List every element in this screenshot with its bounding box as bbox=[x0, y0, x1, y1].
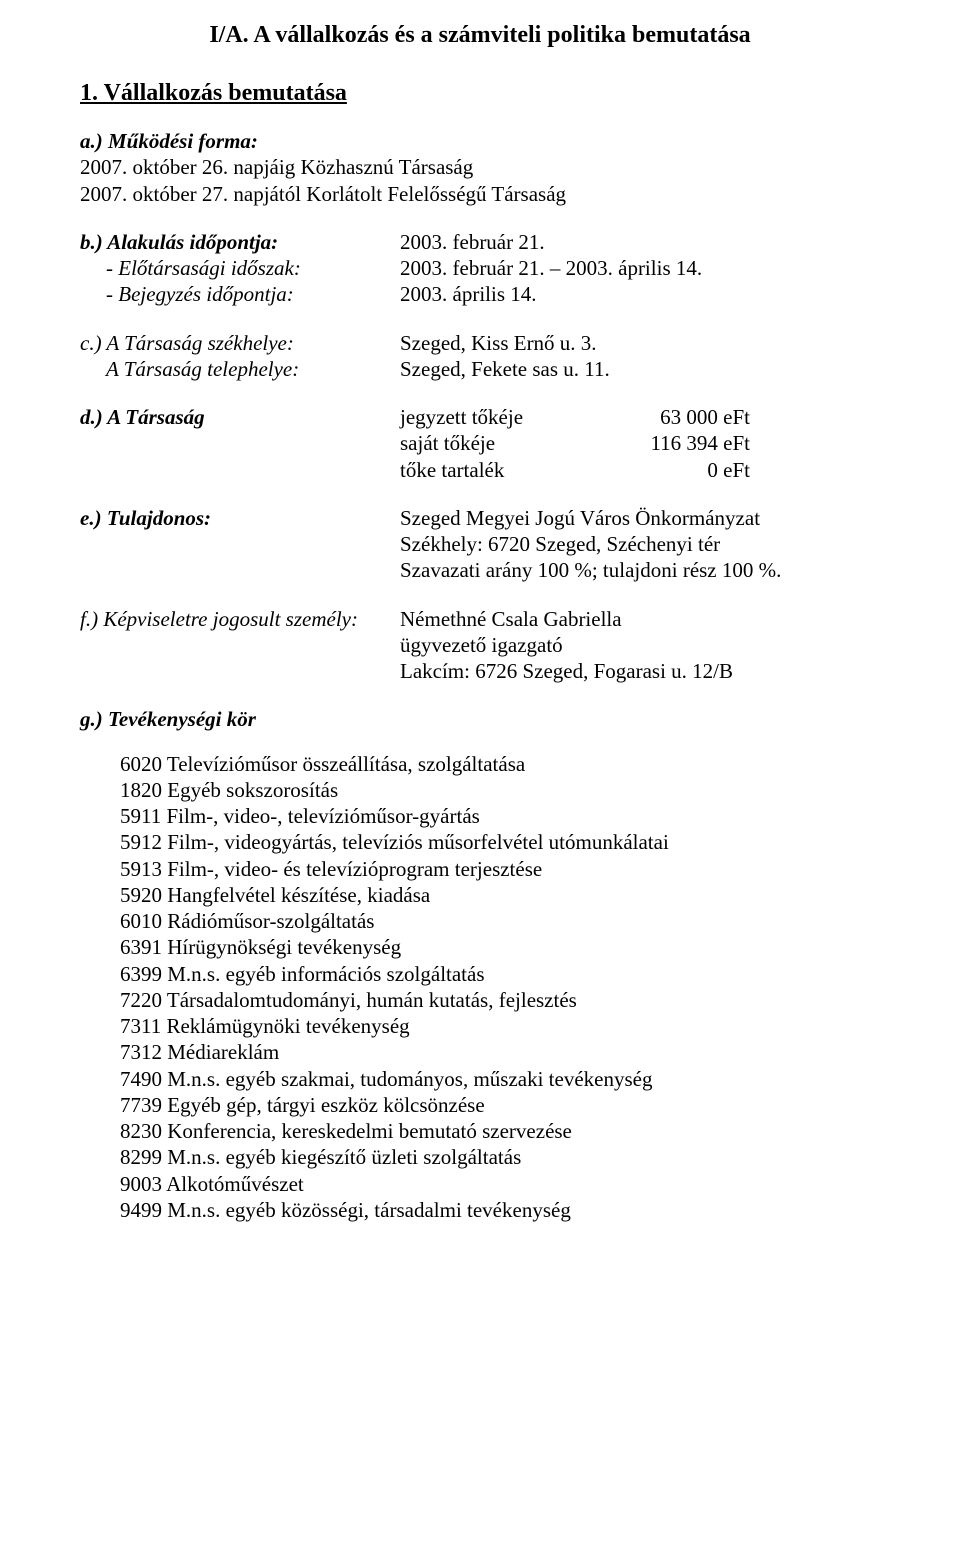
e-line-0: Szeged Megyei Jogú Város Önkormányzat bbox=[400, 505, 880, 531]
list-item: 8299 M.n.s. egyéb kiegészítő üzleti szol… bbox=[120, 1144, 880, 1170]
list-item: 7490 M.n.s. egyéb szakmai, tudományos, m… bbox=[120, 1066, 880, 1092]
list-item: 7739 Egyéb gép, tárgyi eszköz kölcsönzés… bbox=[120, 1092, 880, 1118]
label-b-sub2: - Bejegyzés időpontja: bbox=[106, 282, 294, 306]
f-line-2: Lakcím: 6726 Szeged, Fogarasi u. 12/B bbox=[400, 658, 880, 684]
label-b-sub1: - Előtársasági időszak: bbox=[106, 256, 301, 280]
page-title: I/A. A vállalkozás és a számviteli polit… bbox=[80, 20, 880, 50]
list-item: 5912 Film-, videogyártás, televíziós műs… bbox=[120, 829, 880, 855]
d-row1-name: saját tőkéje bbox=[400, 430, 600, 456]
d-row2-name: tőke tartalék bbox=[400, 457, 600, 483]
list-item: 1820 Egyéb sokszorosítás bbox=[120, 777, 880, 803]
list-item: 9499 M.n.s. egyéb közösségi, társadalmi … bbox=[120, 1197, 880, 1223]
block-f: f.) Képviseletre jogosult személy: Német… bbox=[80, 606, 880, 685]
list-item: 5920 Hangfelvétel készítése, kiadása bbox=[120, 882, 880, 908]
e-line-2: Szavazati arány 100 %; tulajdoni rész 10… bbox=[400, 557, 880, 583]
label-f: f.) Képviseletre jogosult személy: bbox=[80, 607, 358, 631]
label-g: g.) Tevékenységi kör bbox=[80, 706, 880, 732]
label-b: b.) Alakulás időpontja: bbox=[80, 230, 278, 254]
block-e: e.) Tulajdonos: Szeged Megyei Jogú Város… bbox=[80, 505, 880, 584]
list-item: 7312 Médiareklám bbox=[120, 1039, 880, 1065]
list-item: 6391 Hírügynökségi tevékenység bbox=[120, 934, 880, 960]
g-list: 6020 Televízióműsor összeállítása, szolg… bbox=[80, 751, 880, 1224]
d-row2-val: 0 eFt bbox=[600, 457, 750, 483]
f-line-1: ügyvezető igazgató bbox=[400, 632, 880, 658]
label-c1: c.) A Társaság székhelye: bbox=[80, 331, 294, 355]
f-line-0: Némethné Csala Gabriella bbox=[400, 606, 880, 632]
label-d: d.) A Társaság bbox=[80, 405, 205, 429]
list-item: 9003 Alkotóművészet bbox=[120, 1171, 880, 1197]
document-page: I/A. A vállalkozás és a számviteli polit… bbox=[0, 0, 960, 1305]
d-row0-val: 63 000 eFt bbox=[600, 404, 750, 430]
list-item: 7220 Társadalomtudományi, humán kutatás,… bbox=[120, 987, 880, 1013]
label-e: e.) Tulajdonos: bbox=[80, 506, 211, 530]
label-c2: A Társaság telephelye: bbox=[106, 357, 299, 381]
e-line-1: Székhely: 6720 Szeged, Széchenyi tér bbox=[400, 531, 880, 557]
label-a: a.) Működési forma: bbox=[80, 128, 880, 154]
b-sub1-val: 2003. február 21. – 2003. április 14. bbox=[400, 255, 880, 281]
block-c: c.) A Társaság székhelye: Szeged, Kiss E… bbox=[80, 330, 880, 383]
section-heading: 1. Vállalkozás bemutatása bbox=[80, 78, 880, 108]
a-line-1: 2007. október 27. napjától Korlátolt Fel… bbox=[80, 181, 880, 207]
list-item: 6020 Televízióműsor összeállítása, szolg… bbox=[120, 751, 880, 777]
block-g: g.) Tevékenységi kör 6020 Televízióműsor… bbox=[80, 706, 880, 1223]
list-item: 5913 Film-, video- és televízióprogram t… bbox=[120, 856, 880, 882]
block-b: b.) Alakulás időpontja: 2003. február 21… bbox=[80, 229, 880, 308]
block-a: a.) Működési forma: 2007. október 26. na… bbox=[80, 128, 880, 207]
d-row1-val: 116 394 eFt bbox=[600, 430, 750, 456]
c-val2: Szeged, Fekete sas u. 11. bbox=[400, 356, 880, 382]
list-item: 6399 M.n.s. egyéb információs szolgáltat… bbox=[120, 961, 880, 987]
c-val1: Szeged, Kiss Ernő u. 3. bbox=[400, 330, 880, 356]
a-line-0: 2007. október 26. napjáig Közhasznú Társ… bbox=[80, 154, 880, 180]
list-item: 7311 Reklámügynöki tevékenység bbox=[120, 1013, 880, 1039]
b-val: 2003. február 21. bbox=[400, 229, 880, 255]
d-row0-name: jegyzett tőkéje bbox=[400, 404, 600, 430]
list-item: 8230 Konferencia, kereskedelmi bemutató … bbox=[120, 1118, 880, 1144]
list-item: 6010 Rádióműsor-szolgáltatás bbox=[120, 908, 880, 934]
list-item: 5911 Film-, video-, televízióműsor-gyárt… bbox=[120, 803, 880, 829]
block-d: d.) A Társaság jegyzett tőkéje 63 000 eF… bbox=[80, 404, 880, 483]
b-sub2-val: 2003. április 14. bbox=[400, 281, 880, 307]
